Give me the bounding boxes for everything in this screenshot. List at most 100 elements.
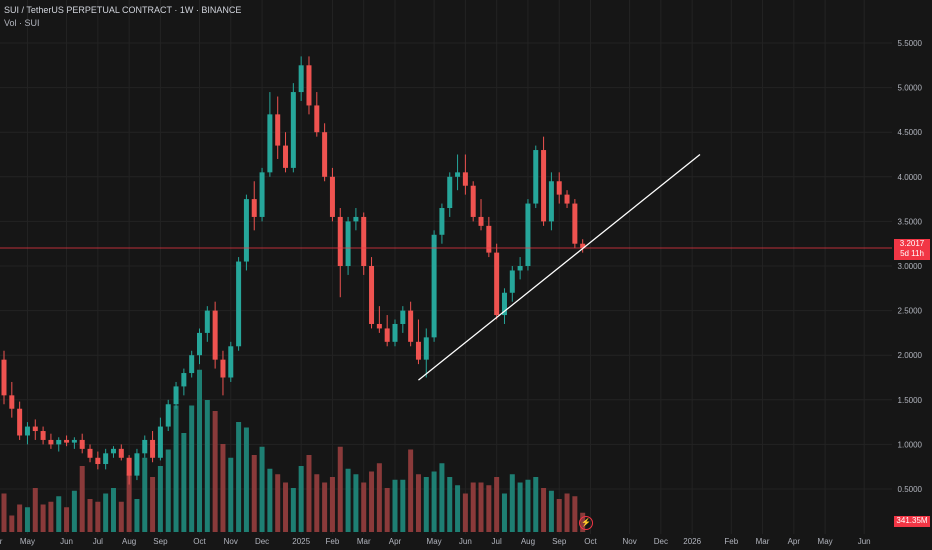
trendline [418,153,701,381]
candle-body [509,270,515,293]
candle-body [95,457,101,465]
volume-bar [212,411,218,532]
x-tick-label: May [20,537,35,546]
candle-body [478,216,484,226]
volume-bar [1,493,7,532]
volume-bar [486,485,492,532]
volume-bar [283,482,289,532]
y-tick-label: 1.0000 [898,440,923,449]
candle-body [298,65,304,93]
volume-bar [40,504,46,532]
volume-bar [142,457,148,532]
candle-body [572,203,578,244]
volume-bar [517,482,523,532]
volume-bar [103,493,109,532]
candle-body [275,114,281,146]
candle-body [494,252,500,316]
candle-body [439,208,445,235]
x-tick-label: Mar [756,537,770,546]
volume-bar [353,474,359,532]
volume-bar [572,496,578,532]
candle-body [337,216,343,266]
volume-bar [556,499,562,532]
candle-body [322,132,328,177]
volume-bar [439,463,445,532]
volume-bar [314,474,320,532]
volume-bar [408,449,414,532]
last-price-value: 3.2017 [899,239,925,248]
x-tick-label: Jul [492,537,502,546]
y-tick-label: 4.5000 [898,128,923,137]
candle-body [251,199,257,217]
candle-body [564,194,570,204]
volume-bar [501,493,507,532]
candle-body [556,181,562,195]
x-tick-label: Nov [224,537,238,546]
volume-bar [236,422,242,532]
candle-body [17,408,23,436]
candle-body [290,92,296,168]
candle-body [400,310,406,324]
y-tick-label: 2.5000 [898,307,923,316]
volume-bar [369,471,375,532]
volume-bar [400,479,406,532]
x-tick-label: Jun [459,537,472,546]
volume-bar [251,455,257,532]
x-tick-label: 2026 [683,537,701,546]
volume-bar [337,446,343,532]
volume-bar [509,474,515,532]
candle-body [415,341,421,360]
y-tick-label: 1.5000 [898,396,923,405]
candle-body [306,65,312,106]
candle-body [150,439,156,458]
candle-body [501,292,507,316]
candle-body [447,176,453,209]
candle-body [376,323,382,329]
x-tick-label: Apr [788,537,801,546]
candle-body [181,373,187,387]
candle-body [345,221,351,266]
volume-bar [525,479,531,532]
x-tick-label: Sep [153,537,168,546]
volume-bar [470,482,476,532]
candle-body [165,404,171,427]
x-tick-label: Jun [60,537,73,546]
candle-body [228,346,234,378]
volume-bar [228,457,234,532]
volume-bar [306,455,312,532]
x-tick-label: 2025 [292,537,310,546]
volume-bar [431,471,437,532]
x-tick-label: Jul [93,537,103,546]
volume-bar [110,488,116,532]
last-volume-badge: 341.35M [894,516,930,527]
volume-bar [548,490,554,532]
volume-bar [290,488,296,532]
candle-body [470,185,476,217]
volume-bar [243,427,249,532]
candle-body [173,386,179,405]
bolt-icon[interactable]: ⚡ [579,516,593,530]
y-tick-label: 5.5000 [898,39,923,48]
x-tick-label: Jun [858,537,871,546]
candle-body [118,448,124,458]
volume-bar [9,515,15,532]
volume-bar [126,474,132,532]
candle-body [126,457,132,476]
candle-body [580,243,586,249]
volume-bar [392,479,398,532]
x-tick-label: Oct [584,537,597,546]
x-tick-label: Aug [122,537,136,546]
candle-body [517,266,523,271]
candle-body [48,439,54,445]
volume-bar [423,477,429,532]
candle-body [423,337,429,360]
volume-bar [64,507,70,532]
volume-bar [56,496,62,532]
y-tick-label: 5.0000 [898,84,923,93]
candle-body [220,359,226,378]
volume-bar [267,468,273,532]
candle-body [392,323,398,342]
x-tick-label: Aug [521,537,535,546]
